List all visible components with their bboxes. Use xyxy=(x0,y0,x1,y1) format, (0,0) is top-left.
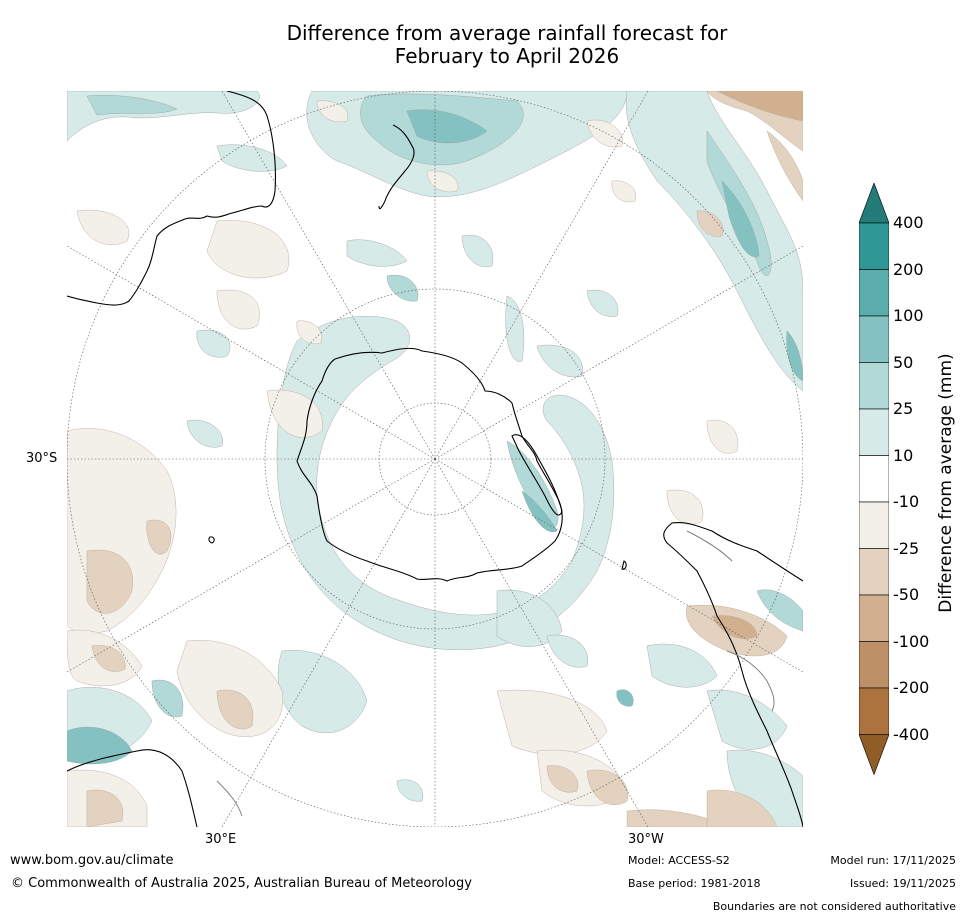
colorbar-bin-7 xyxy=(859,501,889,549)
colorbar-tick-label: -10 xyxy=(893,492,920,511)
footer-issued: Issued: 19/11/2025 xyxy=(849,877,956,890)
footer-website[interactable]: www.bom.gov.au/climate xyxy=(10,853,174,868)
footer-model: Model: ACCESS-S2 xyxy=(628,854,730,867)
colorbar-tick-label: 10 xyxy=(893,445,914,465)
colorbar-tick-label: 25 xyxy=(893,399,914,418)
coastlines xyxy=(67,91,803,827)
footer-copyright: © Commonwealth of Australia 2025, Austra… xyxy=(11,876,472,891)
colorbar-bin-0 xyxy=(859,183,889,224)
graticule xyxy=(67,91,803,827)
colorbar-tick-label: 400 xyxy=(893,213,924,232)
colorbar-bin-6 xyxy=(859,455,889,503)
colorbar-tick-label: 200 xyxy=(893,259,924,279)
colorbar-bin-10 xyxy=(859,641,889,689)
lon-label-30w: 30°W xyxy=(628,832,664,847)
colorbar-bin-12 xyxy=(859,734,889,776)
colorbar-bin-2 xyxy=(859,269,889,317)
colorbar-tick-label: -200 xyxy=(893,678,930,697)
colorbar-title: Difference from average (mm) xyxy=(936,353,956,613)
wet-anomaly-areas xyxy=(67,91,803,827)
footer-disclaimer: Boundaries are not considered authoritat… xyxy=(712,900,956,913)
colorbar-bin-1 xyxy=(859,222,889,270)
colorbar-bin-9 xyxy=(859,594,889,642)
colorbar xyxy=(859,183,889,776)
colorbar-bin-3 xyxy=(859,315,889,363)
political-boundaries xyxy=(216,530,775,817)
colorbar-tick-label: 100 xyxy=(893,306,924,325)
colorbar-bin-5 xyxy=(859,408,889,456)
colorbar-tick-label: -50 xyxy=(893,585,920,604)
title-line-1: Difference from average rainfall forecas… xyxy=(286,21,728,45)
dry-anomaly-areas xyxy=(67,91,803,827)
lon-label-30e: 30°E xyxy=(205,832,237,847)
colorbar-tick-label: -400 xyxy=(893,724,930,744)
footer-base-period: Base period: 1981-2018 xyxy=(628,877,761,890)
map-title: Difference from average rainfall forecas… xyxy=(0,22,965,68)
footer-model-run: Model run: 17/11/2025 xyxy=(830,854,956,867)
colorbar-bin-11 xyxy=(859,687,889,735)
lat-label-30s: 30°S xyxy=(26,451,58,466)
rainfall-anomaly-map[interactable] xyxy=(67,91,803,827)
colorbar-bin-8 xyxy=(859,548,889,596)
title-line-2: February to April 2026 xyxy=(394,44,620,68)
colorbar-tick-label: 50 xyxy=(893,352,914,372)
colorbar-tick-label: -100 xyxy=(893,631,930,651)
colorbar-bin-4 xyxy=(859,362,889,410)
colorbar-tick-label: -25 xyxy=(893,538,920,558)
